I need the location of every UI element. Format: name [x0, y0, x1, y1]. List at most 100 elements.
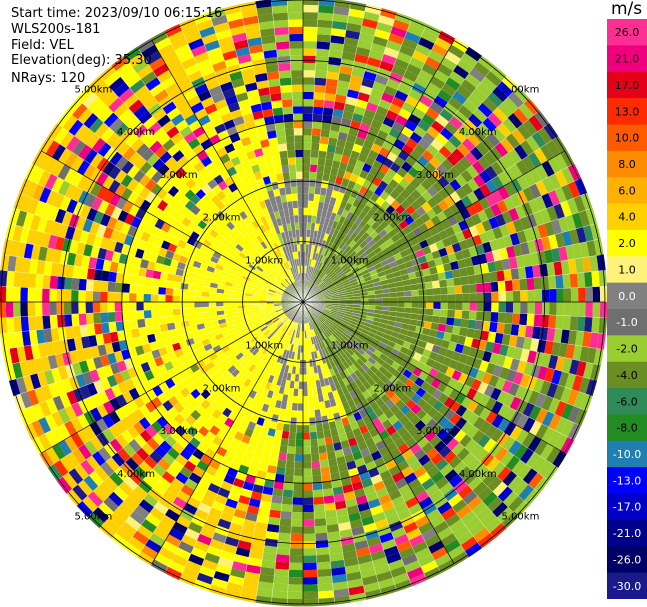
range-gate — [130, 319, 139, 330]
range-gate — [173, 178, 186, 191]
range-gate — [269, 272, 277, 280]
range-gate — [207, 219, 217, 230]
range-gate — [369, 269, 378, 277]
range-gate — [328, 174, 337, 183]
range-gate — [313, 268, 318, 276]
range-gate — [71, 289, 79, 302]
range-gate — [315, 290, 322, 295]
range-gate — [137, 318, 146, 329]
range-gate — [390, 247, 400, 256]
range-gate — [170, 236, 181, 246]
range-gate — [246, 89, 260, 99]
range-gate — [259, 371, 267, 380]
range-gate — [337, 463, 349, 473]
range-gate — [528, 167, 542, 184]
range-gate — [292, 200, 299, 209]
range-gate — [319, 333, 325, 341]
range-gate — [81, 336, 91, 349]
range-gate — [64, 167, 78, 184]
range-gate — [374, 518, 389, 530]
range-gate — [332, 366, 340, 375]
range-gate — [327, 457, 338, 467]
range-gate — [474, 320, 484, 331]
range-gate — [351, 343, 360, 351]
range-gate — [211, 500, 226, 512]
range-gate — [410, 283, 419, 291]
range-gate — [418, 521, 434, 535]
range-gate — [104, 387, 116, 401]
range-gate — [487, 261, 497, 273]
range-gate — [324, 305, 332, 309]
range-gate — [208, 292, 217, 298]
range-gate — [457, 258, 467, 269]
range-gate — [148, 215, 159, 227]
range-gate — [227, 341, 237, 350]
range-gate — [345, 327, 354, 334]
range-gate — [277, 362, 283, 371]
range-gate — [462, 293, 470, 302]
range-gate — [176, 333, 186, 343]
range-gate — [373, 246, 383, 255]
range-gate — [138, 404, 151, 418]
range-gate — [473, 329, 482, 340]
range-gate — [291, 274, 296, 283]
range-gate — [335, 364, 343, 374]
range-gate — [192, 466, 206, 478]
range-gate — [430, 138, 444, 152]
range-gate — [409, 149, 422, 162]
range-gate — [284, 216, 291, 225]
range-gate — [241, 526, 255, 536]
range-gate — [320, 239, 327, 248]
range-gate — [492, 481, 508, 497]
range-gate — [366, 56, 382, 68]
range-gate — [257, 243, 265, 252]
range-gate — [365, 102, 379, 113]
range-gate — [387, 365, 397, 375]
range-gate — [468, 310, 477, 321]
range-gate — [5, 302, 14, 318]
range-gate — [91, 196, 103, 211]
range-gate — [371, 202, 381, 212]
range-gate — [313, 320, 319, 328]
range-gate — [167, 243, 178, 253]
range-gate — [235, 325, 244, 332]
range-gate — [418, 94, 434, 108]
range-gate — [240, 488, 253, 499]
range-gate — [335, 507, 349, 517]
range-gate — [210, 398, 221, 410]
range-gate — [243, 272, 252, 279]
range-gate — [331, 220, 339, 230]
range-gate — [252, 484, 264, 494]
range-gate — [169, 161, 182, 174]
range-gate — [322, 290, 331, 295]
range-gate — [307, 281, 311, 289]
range-gate — [357, 501, 371, 513]
range-gate — [240, 334, 249, 342]
range-gate — [98, 107, 114, 123]
range-gate — [575, 257, 585, 274]
range-gate — [220, 397, 231, 408]
range-gate — [357, 366, 367, 376]
range-gate — [171, 374, 182, 385]
range-gate — [114, 302, 123, 312]
range-gate — [404, 302, 412, 308]
range-gate — [295, 229, 300, 238]
range-gate — [38, 246, 48, 262]
range-gate — [226, 427, 238, 438]
range-gate — [38, 416, 52, 434]
range-gate — [396, 540, 413, 553]
range-gate — [305, 308, 310, 316]
range-gate — [440, 532, 457, 547]
range-gate — [361, 328, 370, 335]
range-gate — [131, 328, 140, 339]
range-gate — [274, 195, 282, 204]
range-gate — [34, 387, 46, 404]
range-gate — [261, 403, 270, 413]
range-gate — [522, 337, 533, 351]
range-gate — [167, 351, 178, 361]
range-gate — [294, 289, 300, 297]
range-gate — [168, 329, 177, 338]
range-gate — [203, 321, 212, 329]
range-gate — [25, 181, 39, 199]
range-gate — [231, 262, 241, 270]
